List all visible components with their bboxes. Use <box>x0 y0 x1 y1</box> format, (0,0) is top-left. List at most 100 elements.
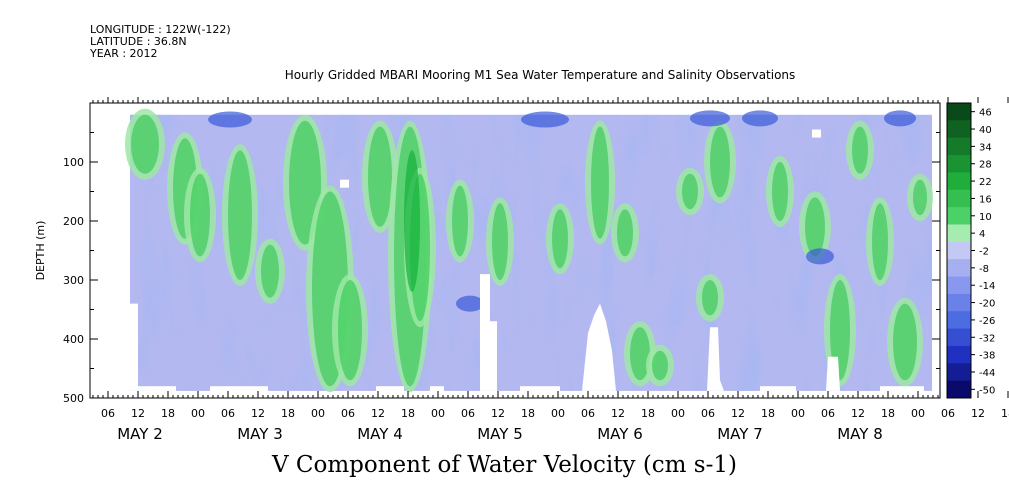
missing-bottom <box>376 386 404 392</box>
missing-bottom <box>210 386 268 392</box>
colorbar-swatch <box>947 380 971 399</box>
colorbar-swatch <box>947 328 971 347</box>
colorbar-swatch <box>947 241 971 260</box>
positive-streak <box>492 203 508 280</box>
colorbar-label: -2 <box>979 247 989 258</box>
colorbar-label: -14 <box>979 281 995 292</box>
x-tick-label: 12 <box>491 407 505 420</box>
colorbar-swatch <box>947 276 971 295</box>
colorbar-label: 16 <box>979 194 992 205</box>
positive-streak <box>452 185 468 257</box>
x-tick-label: 12 <box>611 407 625 420</box>
missing-may6 <box>582 303 616 391</box>
missing-bottom <box>760 386 796 392</box>
positive-streak <box>261 244 279 298</box>
colorbar-label: 10 <box>979 212 992 223</box>
negative-patch <box>521 111 569 128</box>
positive-streak <box>830 280 850 381</box>
colorbar-label: -20 <box>979 299 995 310</box>
colorbar-swatch <box>947 120 971 139</box>
colorbar-swatch <box>947 189 971 208</box>
x-day-label: MAY 2 <box>117 425 163 443</box>
x-tick-label: 06 <box>701 407 715 420</box>
x-tick-label: 06 <box>821 407 835 420</box>
colorbar-label: 22 <box>979 177 992 188</box>
colorbar-label: -38 <box>979 351 995 362</box>
colorbar-label: 4 <box>979 229 985 240</box>
missing-left <box>129 103 146 391</box>
x-tick-label: 00 <box>191 407 205 420</box>
chart-title: Hourly Gridded MBARI Mooring M1 Sea Wate… <box>285 68 796 82</box>
x-tick-label: 18 <box>281 407 295 420</box>
colorbar-swatch <box>947 345 971 364</box>
x-tick-label: 00 <box>551 407 565 420</box>
positive-streak <box>228 150 252 280</box>
x-tick-label: 12 <box>731 407 745 420</box>
positive-streak <box>710 126 730 198</box>
positive-streak <box>652 350 668 381</box>
negative-patch <box>884 110 916 127</box>
x-tick-label: 00 <box>791 407 805 420</box>
x-tick-label: 12 <box>851 407 865 420</box>
colorbar-label: 46 <box>979 108 992 119</box>
latitude-label: LATITUDE : 36.8N <box>90 35 187 48</box>
x-tick-label: 06 <box>461 407 475 420</box>
positive-streak <box>682 173 698 210</box>
y-tick-label: 200 <box>63 215 84 228</box>
positive-streak <box>852 126 868 174</box>
colorbar-label: -26 <box>979 316 995 327</box>
x-tick-label: 18 <box>641 407 655 420</box>
colorbar-label: -50 <box>979 385 995 396</box>
x-tick-label: 18 <box>881 407 895 420</box>
positive-streak <box>131 114 159 174</box>
x-day-label: MAY 6 <box>597 425 643 443</box>
positive-streak <box>289 120 321 245</box>
colorbar: 46 40 34 28 22 16 10 4 -2 -8 -14 -20 -26 -32 -38 -44 -50 <box>946 102 995 399</box>
colorbar-swatch <box>947 363 971 382</box>
colorbar-swatch <box>947 155 971 173</box>
negative-patch <box>208 111 252 128</box>
y-tick-label: 100 <box>63 156 84 169</box>
x-tick-label: 12 <box>131 407 145 420</box>
x-axis-label: V Component of Water Velocity (cm s-1) <box>272 452 737 478</box>
positive-streak <box>617 209 633 257</box>
colorbar-label: 40 <box>979 125 992 136</box>
missing-bottom <box>430 386 444 392</box>
positive-streak <box>591 126 609 239</box>
x-day-label: MAY 5 <box>477 425 523 443</box>
missing-bottom <box>146 386 176 392</box>
positive-core <box>404 150 420 292</box>
positive-streak <box>772 162 788 221</box>
positive-streak <box>913 179 927 216</box>
x-day-label: MAY 4 <box>357 425 403 443</box>
colorbar-swatch <box>947 172 971 191</box>
positive-streak <box>872 203 888 280</box>
positive-streak <box>805 197 825 257</box>
y-tick-label: 300 <box>63 274 84 287</box>
missing-may5 <box>480 274 497 391</box>
x-tick-label: 06 <box>101 407 115 420</box>
missing-gap <box>812 129 821 138</box>
x-tick-label: 00 <box>911 407 925 420</box>
missing-may7 <box>707 327 724 391</box>
x-day-label: MAY 3 <box>237 425 283 443</box>
x-tick-label: 00 <box>431 407 445 420</box>
x-tick-label: 06 <box>221 407 235 420</box>
positive-streak <box>702 280 718 316</box>
positive-streak <box>893 303 917 381</box>
negative-patch <box>806 248 834 265</box>
year-label: YEAR : 2012 <box>90 47 158 60</box>
negative-patch <box>690 110 730 127</box>
colorbar-swatch <box>947 224 971 243</box>
colorbar-label: -8 <box>979 264 989 275</box>
x-tick-label: 06 <box>341 407 355 420</box>
colorbar-label: -32 <box>979 333 995 344</box>
x-tick-label: 18 <box>521 407 535 420</box>
missing-bottom <box>520 386 560 392</box>
x-tick-label: 00 <box>671 407 685 420</box>
negative-patch <box>456 295 484 312</box>
x-tick-label: 12 <box>971 407 985 420</box>
x-tick-label: 06 <box>581 407 595 420</box>
longitude-label: LONGITUDE : 122W(-122) <box>90 23 231 36</box>
